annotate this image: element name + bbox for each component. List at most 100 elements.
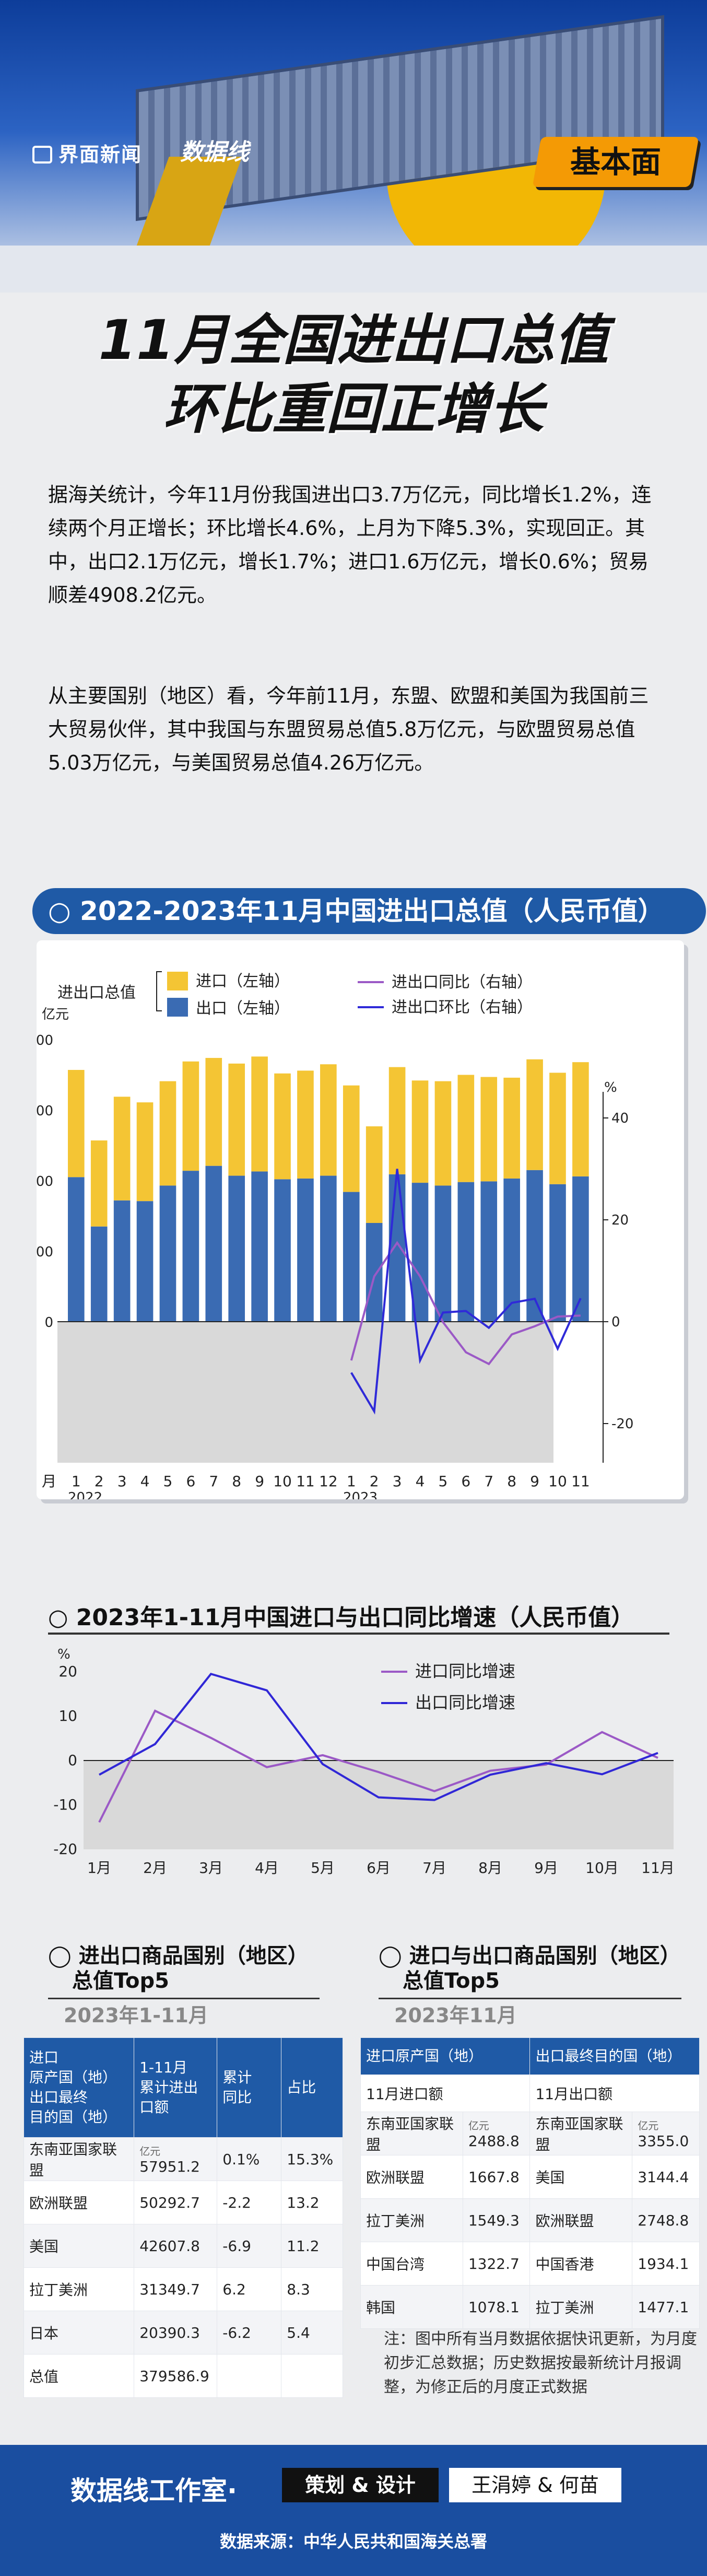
y-tick-label: 10 xyxy=(58,1707,77,1724)
table-row: 欧洲联盟 1667.8 美国 3144.4 xyxy=(360,2155,700,2199)
table-2-heading: ◯ 进口与出口商品国别（地区） 总值Top5 2023年11月 xyxy=(379,1944,681,2027)
legend-export-label: 出口（左轴） xyxy=(196,999,290,1018)
intro-paragraph-2: 从主要国别（地区）看，今年前11月，东盟、欧盟和美国为我国前三大贸易伙伴，其中我… xyxy=(48,684,649,774)
cell-text: 379586.9 xyxy=(139,2367,209,2385)
import-bar xyxy=(549,1073,566,1184)
y-unit: % xyxy=(57,1647,70,1662)
cell-text: -6.2 xyxy=(222,2324,251,2341)
import-bar xyxy=(388,1067,406,1174)
x-tick-label: 1 xyxy=(347,1473,356,1490)
import-bar xyxy=(480,1077,498,1182)
table-1-heading: ◯ 进出口商品国别（地区） 总值Top5 2023年1-11月 xyxy=(48,1943,320,2028)
row-label: 美国 xyxy=(529,2155,633,2199)
x-tick-label: 4 xyxy=(140,1473,150,1490)
import-bar xyxy=(90,1140,108,1227)
table-header-row: 进口 原产国（地） 出口最终 目的国（地） 1-11月 累计进出口额 累计 同比 占比 xyxy=(23,2037,343,2138)
legend-mom-label: 进出口环比（右轴） xyxy=(392,998,533,1017)
legend-export-swatch xyxy=(167,998,188,1017)
row-label: 美国 xyxy=(23,2224,135,2268)
row-value: 8.3 xyxy=(281,2267,343,2311)
y-left-tick-label: 20,000 xyxy=(37,1174,53,1190)
x-tick-label: 9 xyxy=(530,1473,539,1490)
cell-text: 欧洲联盟 xyxy=(29,2195,88,2212)
row-value: 42607.8 xyxy=(134,2224,218,2268)
legend-group-label: 进出口总值 xyxy=(57,984,136,1002)
x-tick-label: 10月 xyxy=(585,1859,619,1876)
table-subheader-cell: 11月出口额 xyxy=(529,2074,700,2112)
export-bar xyxy=(68,1177,85,1322)
import-bar xyxy=(503,1077,520,1179)
import-bar xyxy=(343,1085,360,1192)
export-bar xyxy=(572,1176,589,1322)
row-value: 3144.4 xyxy=(632,2155,700,2199)
footer: 数据线工作室· 策划 & 设计 王涓婷 & 何苗 数据来源：中华人民共和国海关总… xyxy=(0,2445,707,2576)
export-bar xyxy=(159,1185,176,1322)
import-bar xyxy=(159,1081,176,1186)
x-tick-label: 1月 xyxy=(87,1859,111,1876)
x-tick-label: 6 xyxy=(186,1473,195,1490)
section-2-title: ○ 2023年1-11月中国进口与出口同比增速（人民币值） xyxy=(48,1604,634,1631)
y-right-tick-label: 20 xyxy=(611,1213,629,1228)
row-value: 1477.1 xyxy=(632,2285,700,2329)
export-bar xyxy=(90,1226,108,1322)
data-source: 数据来源：中华人民共和国海关总署 xyxy=(219,2532,487,2551)
y-left-tick-label: 0 xyxy=(44,1315,53,1331)
import-bar xyxy=(136,1102,154,1202)
cell-text: 5.4 xyxy=(287,2324,310,2341)
legend-bracket xyxy=(156,971,162,1011)
export-bar xyxy=(320,1175,337,1322)
row-value: 1078.1 xyxy=(462,2285,531,2329)
row-value xyxy=(281,2354,343,2398)
x-tick-label: 3 xyxy=(393,1473,402,1490)
legend-yoy-label: 进出口同比（右轴） xyxy=(392,973,533,992)
page-title: 11月全国进出口总值 环比重回正增长 xyxy=(98,308,609,441)
table-1-grid: 进口 原产国（地） 出口最终 目的国（地） 1-11月 累计进出口额 累计 同比 占比 东南亚国家… xyxy=(23,2037,343,2398)
ground-decoration xyxy=(0,246,707,293)
unit-note: 亿元 xyxy=(468,2119,489,2132)
row-label: 东南亚国家联盟 xyxy=(529,2112,633,2155)
export-growth-line xyxy=(99,1672,658,1801)
cell-text: 美国 xyxy=(29,2238,59,2255)
row-value: -6.2 xyxy=(217,2311,282,2354)
cell-text: 8.3 xyxy=(287,2280,310,2298)
table-header-cell: 占比 xyxy=(281,2037,343,2138)
table-row: 拉丁美洲 1549.3 欧洲联盟 2748.8 xyxy=(360,2198,700,2242)
x-tick-label: 5 xyxy=(439,1473,448,1490)
import-bar xyxy=(434,1081,452,1186)
x-tick-label: 6 xyxy=(461,1473,470,1490)
import-bar xyxy=(182,1061,199,1171)
export-bar xyxy=(411,1183,429,1322)
x-tick-label: 1 xyxy=(72,1473,81,1490)
chart-1-svg: 40,00030,00020,00010,0000亿元%40200-20-40月… xyxy=(6,971,633,1534)
table-2-grid: 进口原产国（地） 出口最终目的国（地） 11月进口额 11月出口额 东南亚国家联盟 亿元 2… xyxy=(360,2037,700,2329)
y-left-tick-label: 30,000 xyxy=(37,1103,53,1119)
section-1-title: ○ 2022-2023年11月中国进出口总值（人民币值） xyxy=(32,888,706,934)
legend-import-swatch xyxy=(167,972,188,990)
y-tick-label: -10 xyxy=(53,1796,77,1813)
x-axis-label: 月 xyxy=(42,1473,56,1490)
cell-text: 3355.0 xyxy=(638,2132,689,2150)
export-bar xyxy=(251,1171,268,1322)
x-tick-label: 8月 xyxy=(478,1859,502,1876)
cell-text: 3144.4 xyxy=(638,2168,689,2186)
row-label: 欧洲联盟 xyxy=(23,2181,135,2224)
y-tick-label: 20 xyxy=(58,1663,77,1680)
export-bar xyxy=(343,1192,360,1322)
row-value: 50292.7 xyxy=(134,2181,218,2224)
cell-text: 42607.8 xyxy=(139,2237,200,2255)
cell-text: 欧洲联盟 xyxy=(366,2169,425,2186)
category-badge: 基本面 xyxy=(532,137,699,187)
x-tick-label: 4 xyxy=(416,1473,425,1490)
table-header-cell: 累计 同比 xyxy=(217,2037,282,2138)
import-bar xyxy=(251,1056,268,1172)
chart-2-svg: %20 10 0 -10 -20 1月 2月 3月 4月 5月 6月 7月 8月 9月 10月 11月 进口同比… xyxy=(53,1647,675,1876)
chart-1-panel: 40,00030,00020,00010,0000亿元%40200-20-40月… xyxy=(6,940,684,1534)
x-tick-label: 5 xyxy=(163,1473,173,1490)
x-tick-label: 2月 xyxy=(143,1859,167,1876)
section-2-underline xyxy=(48,1633,669,1635)
import-bar xyxy=(228,1063,245,1176)
x-tick-label: 10 xyxy=(548,1473,567,1490)
export-bar xyxy=(503,1178,520,1322)
y-left-tick-label: 40,000 xyxy=(37,1033,53,1048)
export-bar xyxy=(297,1178,314,1322)
